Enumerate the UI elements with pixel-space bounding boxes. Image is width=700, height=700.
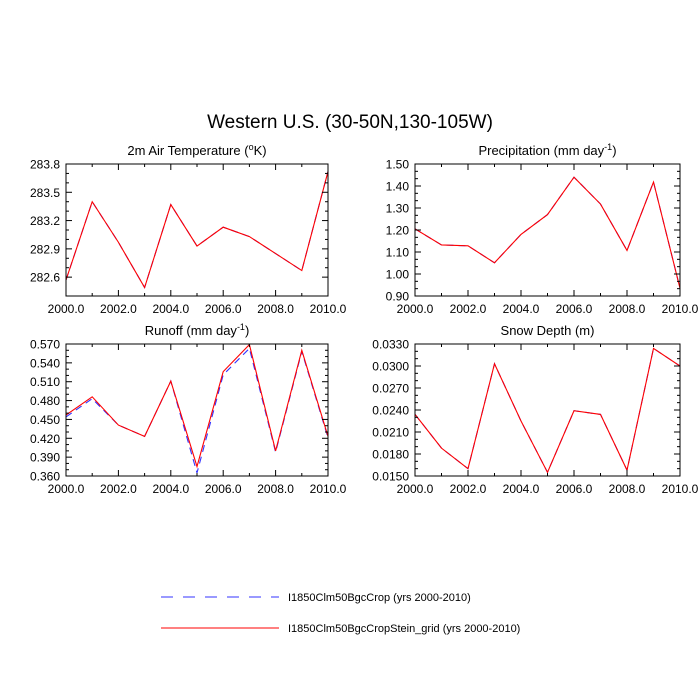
axis-ticks: [414, 163, 681, 297]
legend: I1850Clm50BgcCrop (yrs 2000-2010) I1850Cl…: [161, 592, 520, 635]
y-tick-label: 282.6: [30, 271, 60, 285]
y-tick-label: 0.510: [30, 375, 60, 389]
x-tick-label: 2002.0: [450, 302, 487, 316]
y-tick-label: 1.00: [386, 268, 410, 282]
x-tick-label: 2004.0: [152, 302, 189, 316]
x-tick-label: 2010.0: [310, 482, 347, 496]
figure-title: Western U.S. (30-50N,130-105W): [207, 112, 493, 133]
y-tick-label: 1.50: [386, 158, 410, 172]
x-tick-label: 2006.0: [556, 482, 593, 496]
y-tick-label: 0.420: [30, 432, 60, 446]
y-tick-label: 282.9: [30, 242, 60, 256]
panel-title: Runoff (mm day-1): [145, 322, 250, 338]
series-line-0: [66, 171, 328, 289]
y-tick-label: 1.20: [386, 224, 410, 238]
series-lines: [66, 171, 328, 289]
series-line-1: [415, 347, 680, 474]
legend-label-1: I1850Clm50BgcCropStein_grid (yrs 2000-20…: [288, 623, 520, 635]
y-tick-label: 283.5: [30, 186, 60, 200]
y-tick-label: 0.0300: [372, 360, 409, 374]
y-tick-label: 0.0210: [372, 426, 409, 440]
y-tick-label: 0.540: [30, 356, 60, 370]
x-tick-label: 2002.0: [100, 482, 137, 496]
x-tick-label: 2008.0: [257, 302, 294, 316]
y-tick-label: 283.8: [30, 158, 60, 172]
panel-title: Snow Depth (m): [501, 323, 595, 338]
panel-2: Runoff (mm day-1) 2000.0 2002.0 2004.0 2006.…: [30, 322, 347, 496]
x-tick-label: 2010.0: [662, 302, 699, 316]
y-tick-label: 1.10: [386, 246, 410, 260]
y-tick-label: 1.40: [386, 180, 410, 194]
x-tick-label: 2006.0: [205, 302, 242, 316]
y-tick-label: 0.390: [30, 451, 60, 465]
x-tick-label: 2008.0: [257, 482, 294, 496]
y-tick-label: 0.0270: [372, 382, 409, 396]
axis-ticks: [65, 343, 329, 477]
series-lines: [66, 343, 328, 475]
x-tick-label: 2006.0: [205, 482, 242, 496]
y-tick-label: 283.2: [30, 214, 60, 228]
series-line-1: [66, 343, 328, 469]
panel-title: 2m Air Temperature (oK): [127, 142, 266, 158]
y-tick-label: 0.570: [30, 338, 60, 352]
x-tick-label: 2002.0: [100, 302, 137, 316]
y-tick-label: 0.0330: [372, 338, 409, 352]
x-tick-label: 2010.0: [310, 302, 347, 316]
series-line-0: [415, 176, 680, 289]
x-tick-label: 2004.0: [503, 302, 540, 316]
panels: 2m Air Temperature (oK) 2000.0 2002.0 2004.…: [30, 142, 699, 496]
panel-title: Precipitation (mm day-1): [478, 142, 616, 158]
plot-frame: [65, 343, 329, 477]
plot-frame: [414, 163, 681, 297]
series-lines: [415, 176, 680, 289]
y-tick-label: 0.360: [30, 470, 60, 484]
panel-0: 2m Air Temperature (oK) 2000.0 2002.0 2004.…: [30, 142, 347, 316]
x-tick-label: 2008.0: [609, 302, 646, 316]
legend-label-0: I1850Clm50BgcCrop (yrs 2000-2010): [288, 592, 471, 604]
y-tick-label: 0.0150: [372, 470, 409, 484]
axis-ticks: [65, 163, 329, 296]
y-tick-label: 0.90: [386, 290, 410, 304]
x-tick-label: 2000.0: [48, 302, 85, 316]
x-tick-label: 2006.0: [556, 302, 593, 316]
series-line-1: [66, 171, 328, 289]
x-tick-label: 2004.0: [503, 482, 540, 496]
series-line-1: [415, 176, 680, 289]
x-tick-label: 2000.0: [397, 302, 434, 316]
series-lines: [415, 347, 680, 474]
x-tick-label: 2008.0: [609, 482, 646, 496]
y-tick-label: 0.0180: [372, 448, 409, 462]
x-tick-label: 2010.0: [662, 482, 699, 496]
y-tick-label: 0.450: [30, 413, 60, 427]
y-tick-label: 0.480: [30, 394, 60, 408]
x-tick-label: 2004.0: [152, 482, 189, 496]
panel-3: Snow Depth (m) 2000.0 2002.0 2004.0 2006.0 20…: [372, 323, 698, 496]
panel-1: Precipitation (mm day-1) 2000.0 2002.0 2004…: [386, 142, 699, 316]
x-tick-label: 2002.0: [450, 482, 487, 496]
y-tick-label: 0.0240: [372, 404, 409, 418]
x-tick-label: 2000.0: [48, 482, 85, 496]
y-tick-label: 1.30: [386, 202, 410, 216]
plot-frame: [65, 163, 329, 297]
plot-frame: [414, 343, 681, 477]
x-tick-label: 2000.0: [397, 482, 434, 496]
